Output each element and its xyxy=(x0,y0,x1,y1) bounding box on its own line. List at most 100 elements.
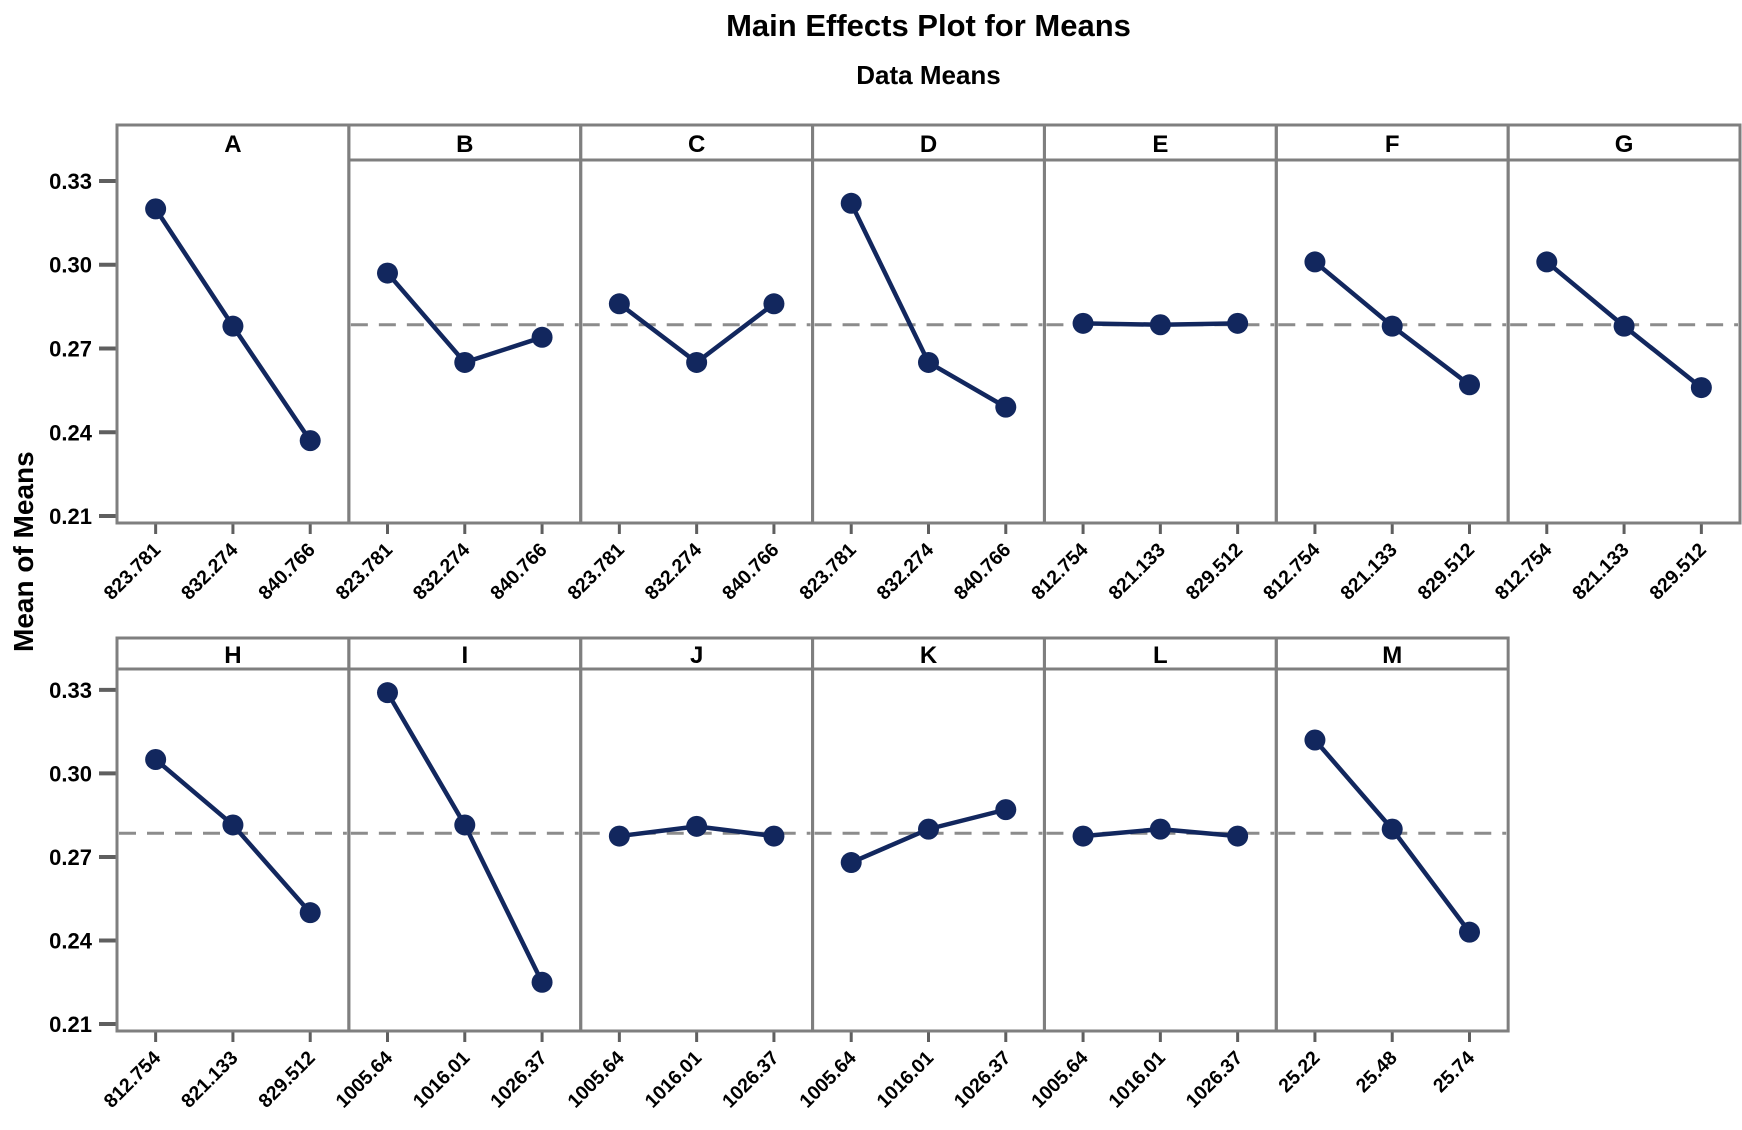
x-tick-label: 821.133 xyxy=(1104,539,1170,605)
x-tick-label: 832.274 xyxy=(409,539,475,605)
x-tick-label: 823.781 xyxy=(332,539,398,605)
data-point xyxy=(1459,374,1480,396)
x-tick-label: 821.133 xyxy=(177,1047,243,1113)
data-point xyxy=(222,814,244,836)
x-tick-label: 829.512 xyxy=(1645,539,1711,605)
data-point xyxy=(1459,921,1480,943)
y-tick-label: 0.33 xyxy=(49,169,92,194)
panel-factor-label: E xyxy=(1152,131,1168,158)
x-tick-label: 829.512 xyxy=(1182,539,1248,605)
data-point xyxy=(995,799,1017,821)
panel-row-2: H 812.754 821.133 829.512 0.33 0.30 0.27 0.24 0.… xyxy=(49,636,1510,1113)
x-tick-label: 1016.01 xyxy=(873,1047,939,1113)
panel-factor-label: B xyxy=(456,131,473,158)
data-point xyxy=(763,293,785,315)
x-tick-label: 1005.64 xyxy=(1027,1047,1093,1113)
x-tick-label: 1016.01 xyxy=(1104,1047,1170,1113)
x-tick-label: 812.754 xyxy=(1259,539,1325,605)
x-tick-label: 812.754 xyxy=(1027,539,1093,605)
panel-factor-label: I xyxy=(461,642,468,669)
x-tick-label: 823.781 xyxy=(795,539,861,605)
y-tick-label: 0.30 xyxy=(49,253,92,278)
x-tick-label: 812.754 xyxy=(1491,539,1557,605)
panel-B: B 823.781 832.274 840.766 xyxy=(332,123,583,605)
x-tick-label: 829.512 xyxy=(254,1047,320,1113)
data-point xyxy=(1227,825,1249,847)
x-tick-label: 1005.64 xyxy=(563,1047,629,1113)
y-tick-label: 0.21 xyxy=(49,1012,92,1037)
data-point xyxy=(1072,312,1094,334)
panel-factor-label: D xyxy=(920,131,937,158)
panel-factor-label: A xyxy=(224,131,241,158)
y-tick-label: 0.27 xyxy=(49,336,92,361)
x-tick-label: 832.274 xyxy=(177,539,243,605)
mean-line xyxy=(849,202,1007,410)
data-point xyxy=(1304,251,1326,273)
panel-J: J 1005.64 1016.01 1026.37 xyxy=(563,636,815,1113)
x-tick-label: 840.766 xyxy=(486,539,552,605)
data-point xyxy=(145,749,167,770)
mean-line xyxy=(385,271,543,366)
data-point xyxy=(918,818,939,840)
x-tick-label: 1026.37 xyxy=(950,1047,1015,1112)
y-tick-label: 0.33 xyxy=(49,678,92,703)
x-tick-label: 1005.64 xyxy=(332,1047,398,1113)
data-point xyxy=(1690,377,1712,399)
panel-F: F 812.754 821.133 829.512 xyxy=(1259,123,1510,605)
data-point xyxy=(1613,315,1635,337)
x-tick-label: 25.74 xyxy=(1429,1047,1479,1097)
y-tick-label: 0.30 xyxy=(49,761,92,786)
data-point xyxy=(840,852,862,874)
x-tick-label: 829.512 xyxy=(1414,539,1480,605)
data-point xyxy=(918,351,939,373)
mean-line xyxy=(154,757,312,915)
data-point xyxy=(1381,818,1403,840)
panel-factor-label: F xyxy=(1385,131,1400,158)
data-point xyxy=(299,902,321,924)
data-point xyxy=(1227,312,1249,334)
panel-H: H 812.754 821.133 829.512 0.33 0.30 0.27 0.24 0.… xyxy=(49,636,351,1113)
x-tick-label: 821.133 xyxy=(1336,539,1402,605)
x-tick-label: 1026.37 xyxy=(718,1047,783,1112)
data-point xyxy=(145,198,167,220)
panel-L: L 1005.64 1016.01 1026.37 xyxy=(1027,636,1278,1113)
data-point xyxy=(1149,314,1171,336)
data-point xyxy=(608,293,630,315)
data-point xyxy=(608,825,630,847)
y-tick-label: 0.21 xyxy=(49,504,92,529)
x-tick-label: 840.766 xyxy=(254,539,320,605)
panel-I: I 1005.64 1016.01 1026.37 xyxy=(332,636,583,1113)
x-tick-label: 1026.37 xyxy=(1182,1047,1247,1112)
data-point xyxy=(299,430,321,452)
data-point xyxy=(222,315,244,337)
x-tick-label: 25.48 xyxy=(1352,1047,1402,1097)
mean-line xyxy=(385,691,545,984)
x-tick-label: 25.22 xyxy=(1274,1047,1324,1097)
panel-factor-label: M xyxy=(1382,642,1402,669)
y-tick-label: 0.24 xyxy=(49,420,93,445)
panel-box xyxy=(1506,123,1742,525)
data-point xyxy=(531,326,553,348)
data-point xyxy=(995,396,1017,418)
x-tick-label: 832.274 xyxy=(873,539,939,605)
data-point xyxy=(454,814,476,836)
panel-K: K 1005.64 1016.01 1026.37 xyxy=(795,636,1046,1113)
data-point xyxy=(1304,729,1326,751)
panel-G: G 812.754 821.133 829.512 xyxy=(1491,123,1742,605)
panel-A: A 823.781 832.274 840.766 0.33 0.30 0.27 0.24 0.… xyxy=(49,123,351,605)
data-point xyxy=(1149,818,1171,840)
panel-D: D 823.781 832.274 840.766 xyxy=(795,123,1046,605)
data-point xyxy=(1072,825,1094,847)
x-tick-label: 840.766 xyxy=(718,539,784,605)
chart-subtitle: Data Means xyxy=(856,60,1001,90)
panel-M: M 25.22 25.48 25.74 xyxy=(1274,636,1510,1097)
x-tick-label: 1005.64 xyxy=(795,1047,861,1113)
y-tick-label: 0.24 xyxy=(49,929,93,954)
y-tick-label: 0.27 xyxy=(49,845,92,870)
x-tick-label: 823.781 xyxy=(100,539,166,605)
data-point xyxy=(686,351,708,373)
data-point xyxy=(531,971,553,993)
